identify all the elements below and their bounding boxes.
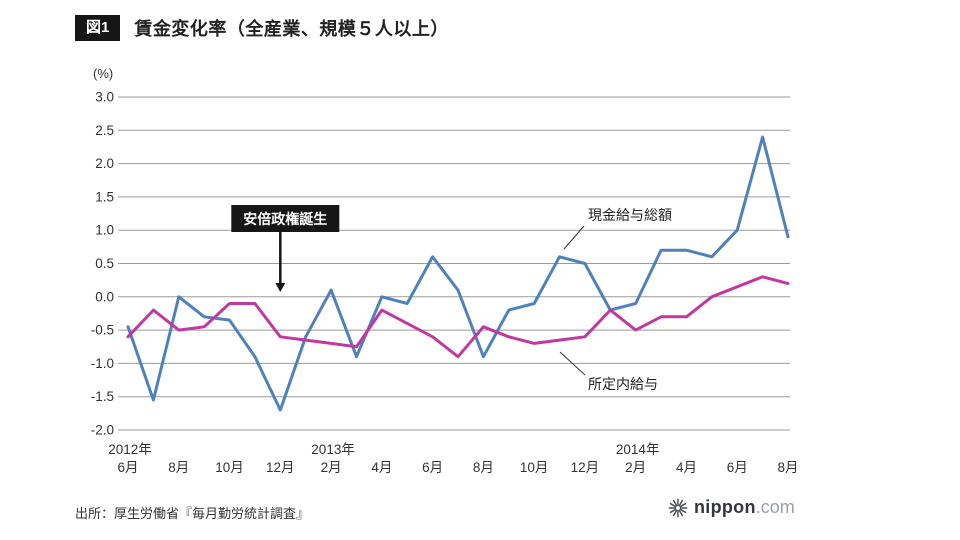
x-tick-label: 4月 (676, 460, 697, 475)
logo-burst-spoke (669, 508, 677, 513)
logo-burst-spoke (669, 502, 677, 507)
y-tick-label: 3.0 (95, 90, 114, 105)
y-tick-label: 0.5 (95, 256, 114, 271)
nippon-burst-icon (668, 498, 688, 517)
annotation-arrow-head (275, 283, 286, 292)
nippon-com-logo: nippon.com (668, 497, 795, 518)
x-year-label: 2013年 (311, 442, 355, 457)
logo-burst-spoke (679, 502, 687, 507)
x-tick-label: 4月 (371, 460, 392, 475)
x-tick-label: 12月 (266, 460, 295, 475)
y-tick-label: -2.0 (91, 423, 114, 438)
x-tick-label: 10月 (520, 460, 549, 475)
y-tick-label: 2.0 (95, 156, 114, 171)
page-title: 賃金変化率（全産業、規模５人以上） (134, 19, 449, 39)
y-tick-label: 1.0 (95, 223, 114, 238)
x-tick-label: 8月 (473, 460, 494, 475)
logo-burst-spoke (679, 508, 687, 513)
logo-burst-spoke (672, 509, 678, 516)
x-tick-label: 2月 (625, 460, 646, 475)
chart-header: 図1 賃金変化率（全産業、規模５人以上） (75, 15, 449, 41)
x-tick-label: 10月 (215, 460, 244, 475)
x-tick-label: 6月 (422, 460, 443, 475)
x-year-label: 2014年 (616, 442, 660, 457)
x-tick-label: 12月 (571, 460, 600, 475)
figure-badge: 図1 (75, 15, 121, 41)
logo-burst-spoke (678, 499, 684, 506)
series-line-0 (126, 135, 790, 412)
source-note: 出所：厚生労働省『毎月勤労統計調査』 (75, 506, 310, 521)
x-tick-label: 8月 (777, 460, 798, 475)
series-leader-line-total-cash (563, 225, 585, 250)
series-label-total-cash: 現金給与総額 (588, 207, 672, 223)
x-tick-label: 6月 (117, 460, 138, 475)
y-tick-label: 1.5 (95, 189, 114, 204)
annotation-label: 安倍政権誕生 (243, 211, 327, 227)
series-leader-line-scheduled (559, 351, 586, 376)
y-tick-label: -0.5 (91, 323, 114, 338)
logo-burst-spoke (672, 499, 678, 506)
x-tick-label: 6月 (727, 460, 748, 475)
y-tick-label: 2.5 (95, 123, 114, 138)
y-tick-label: -1.5 (91, 389, 114, 404)
y-tick-label: -1.0 (91, 356, 114, 371)
logo-name-tld: .com (755, 497, 795, 517)
series-label-scheduled: 所定内給与 (588, 376, 658, 392)
series-line-1 (126, 275, 790, 359)
logo-name: nippon.com (694, 497, 795, 518)
annotation-box (231, 205, 340, 232)
x-tick-label: 8月 (168, 460, 189, 475)
x-tick-label: 2月 (321, 460, 342, 475)
logo-burst-spoke (678, 509, 684, 516)
logo-name-main: nippon (694, 497, 756, 517)
y-tick-label: 0.0 (95, 289, 114, 304)
x-year-label: 2012年 (108, 442, 152, 457)
y-axis-unit-label: (%) (93, 66, 113, 81)
